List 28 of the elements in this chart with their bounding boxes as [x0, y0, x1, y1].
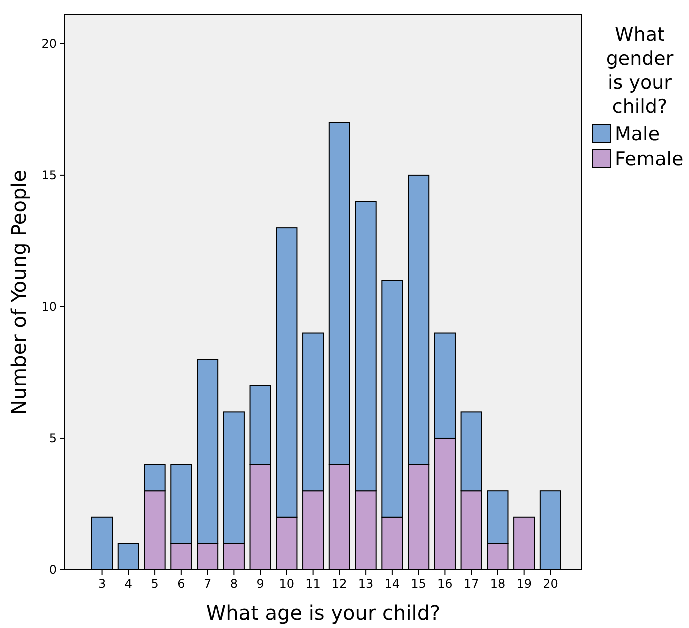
x-tick-label: 12 — [332, 577, 348, 591]
legend-label: Female — [615, 148, 684, 171]
x-tick-label: 18 — [490, 577, 506, 591]
x-tick-label: 17 — [464, 577, 480, 591]
x-tick-label: 4 — [124, 577, 132, 591]
x-tick-label: 14 — [384, 577, 400, 591]
x-tick-label: 10 — [279, 577, 295, 591]
y-tick-label: 0 — [49, 563, 57, 578]
x-axis-title: What age is your child? — [206, 601, 441, 625]
x-tick-label: 20 — [543, 577, 558, 591]
legend-title: What gender is your child? — [606, 24, 674, 118]
x-tick-label: 9 — [256, 577, 264, 591]
x-tick-label: 5 — [151, 577, 159, 591]
y-tick-label: 5 — [49, 432, 57, 446]
x-tick-label: 3 — [98, 577, 106, 591]
x-tick-label: 7 — [204, 577, 212, 591]
y-tick-label: 15 — [42, 168, 57, 183]
x-tick-label: 13 — [358, 577, 374, 591]
x-tick-label: 16 — [438, 577, 453, 591]
y-tick-label: 10 — [42, 300, 57, 314]
x-tick-label: 8 — [230, 577, 238, 591]
x-tick-label: 19 — [516, 577, 532, 591]
x-tick-label: 15 — [411, 577, 426, 591]
y-tick-label: 20 — [42, 37, 57, 52]
legend-label: Male — [615, 124, 660, 146]
y-axis-title: Number of Young People — [7, 170, 31, 415]
x-tick-label: 11 — [306, 577, 321, 591]
x-tick-label: 6 — [178, 577, 186, 591]
